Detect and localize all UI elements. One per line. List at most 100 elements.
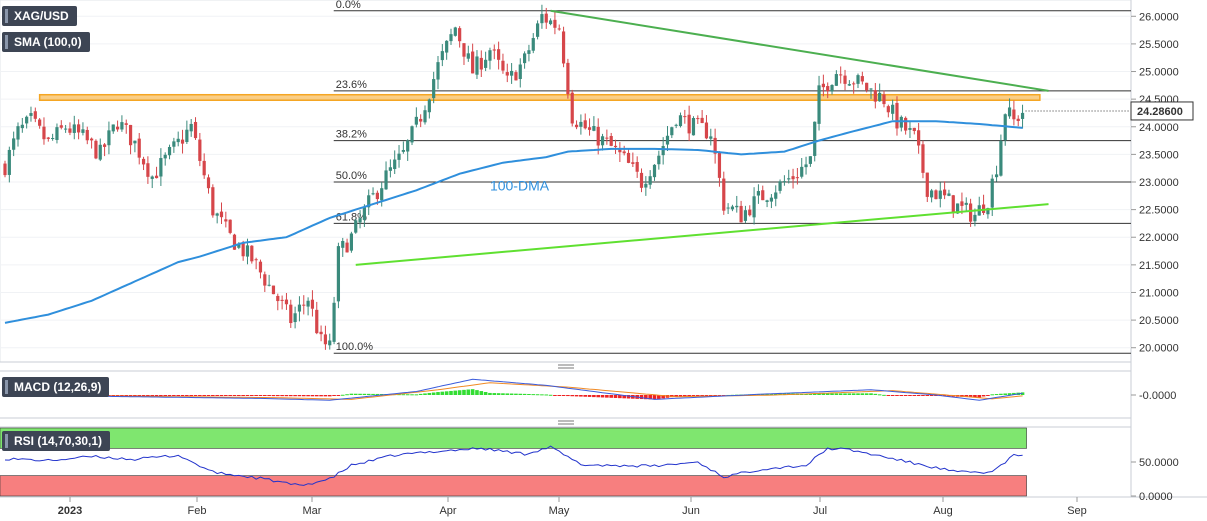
macd-histogram-bar bbox=[977, 395, 982, 398]
candle-down bbox=[886, 106, 890, 113]
sma-tag[interactable]: SMA (100,0) bbox=[2, 32, 90, 52]
candle-down bbox=[566, 62, 570, 95]
macd-histogram-bar bbox=[921, 395, 925, 396]
macd-histogram-bar bbox=[462, 389, 466, 395]
sma-line-group: 100-DMA bbox=[4, 120, 1023, 324]
macd-histogram-bar bbox=[544, 394, 549, 396]
candle-down bbox=[250, 245, 254, 262]
macd-histogram-bar bbox=[250, 395, 254, 396]
candle-down bbox=[284, 299, 289, 305]
candle-up bbox=[678, 115, 683, 127]
candle-up bbox=[523, 53, 527, 64]
fib-level-label: 38.2% bbox=[336, 129, 367, 141]
macd-histogram-bar bbox=[245, 395, 250, 396]
macd-histogram-bar bbox=[916, 395, 921, 396]
rsi-oversold-zone bbox=[0, 475, 1027, 497]
price-tick-label: 23.0000 bbox=[1139, 177, 1179, 189]
candle-down bbox=[921, 144, 925, 173]
candle-down bbox=[137, 138, 141, 158]
macd-histogram-bar bbox=[167, 395, 172, 396]
price-tick-label: 23.5000 bbox=[1139, 149, 1179, 161]
candle-down bbox=[574, 124, 579, 128]
macd-histogram-bar bbox=[336, 395, 341, 396]
macd-histogram-bar bbox=[566, 395, 570, 397]
macd-histogram-bar bbox=[973, 395, 977, 398]
candle-down bbox=[860, 76, 864, 82]
macd-histogram-bar bbox=[185, 395, 189, 396]
macd-histogram-bar bbox=[834, 393, 839, 395]
macd-histogram-bar bbox=[263, 395, 267, 396]
macd-tag[interactable]: MACD (12,26,9) bbox=[2, 377, 110, 397]
candle-up bbox=[856, 75, 860, 84]
macd-histogram-bar bbox=[674, 395, 678, 397]
macd-histogram-bar bbox=[527, 393, 531, 395]
candle-up bbox=[657, 155, 661, 165]
candle-down bbox=[717, 152, 722, 178]
candle-down bbox=[497, 49, 501, 60]
candle-up bbox=[1020, 112, 1025, 119]
macd-histogram-bar bbox=[561, 395, 566, 396]
macd-histogram-bar bbox=[903, 395, 908, 396]
macd-histogram-bar bbox=[453, 390, 458, 395]
macd-histogram-bar bbox=[583, 395, 588, 397]
symbol-tag[interactable]: XAG/USD bbox=[2, 6, 77, 26]
candle-up bbox=[293, 313, 297, 323]
candle-up bbox=[189, 123, 193, 132]
candle-up bbox=[986, 208, 990, 215]
candle-up bbox=[432, 79, 436, 99]
candle-down bbox=[232, 234, 237, 250]
macd-histogram-bar bbox=[470, 389, 475, 395]
macd-histogram-bar bbox=[271, 395, 276, 397]
fib-level-label: 61.8% bbox=[336, 211, 367, 223]
macd-histogram-bar bbox=[877, 394, 882, 396]
macd-histogram-bar bbox=[981, 395, 986, 397]
macd-histogram-bar bbox=[847, 393, 852, 395]
candle-up bbox=[765, 200, 769, 202]
macd-histogram-bar bbox=[418, 393, 423, 395]
macd-histogram-bar bbox=[319, 395, 323, 397]
main-pane-resizer[interactable] bbox=[558, 364, 574, 369]
macd-tick-label: -0.0000 bbox=[1139, 390, 1176, 402]
candle-up bbox=[670, 127, 674, 136]
macd-histogram-bar bbox=[873, 393, 878, 395]
macd-histogram-bar bbox=[821, 393, 826, 395]
candle-down bbox=[544, 13, 548, 23]
candle-up bbox=[237, 244, 241, 248]
macd-histogram-bar bbox=[934, 395, 938, 396]
candle-down bbox=[981, 204, 986, 213]
candle-down bbox=[618, 149, 622, 153]
macd-histogram-bar bbox=[301, 395, 306, 397]
time-tick-label: Sep bbox=[1067, 505, 1087, 517]
macd-histogram-bar bbox=[929, 395, 934, 396]
candle-down bbox=[639, 172, 644, 188]
macd-histogram-bar bbox=[522, 393, 527, 395]
macd-histogram-bar bbox=[120, 395, 124, 396]
macd-histogram-bar bbox=[574, 395, 579, 397]
macd-pane-resizer[interactable] bbox=[558, 420, 574, 425]
macd-histogram-bar bbox=[851, 393, 856, 395]
candle-up bbox=[150, 176, 154, 179]
macd-histogram-bar bbox=[275, 395, 280, 397]
macd-histogram-bar bbox=[605, 395, 609, 398]
candle-up bbox=[804, 164, 808, 168]
candle-down bbox=[458, 28, 462, 42]
macd-histogram-bar bbox=[496, 393, 501, 395]
candle-up bbox=[371, 193, 375, 195]
price-tick-label: 24.0000 bbox=[1139, 122, 1179, 134]
candle-down bbox=[263, 274, 267, 286]
candle-up bbox=[782, 181, 786, 183]
macd-histogram-bar bbox=[349, 393, 354, 395]
time-tick-label: Apr bbox=[439, 505, 456, 517]
candle-down bbox=[826, 86, 830, 92]
macd-histogram-bar bbox=[232, 395, 237, 396]
candle-down bbox=[68, 128, 72, 133]
candle-up bbox=[388, 167, 392, 171]
price-tick-label: 22.5000 bbox=[1139, 205, 1179, 217]
macd-histogram-bar bbox=[180, 395, 185, 396]
candle-down bbox=[934, 190, 938, 200]
candle-up bbox=[938, 190, 942, 199]
macd-histogram-bar bbox=[613, 395, 618, 398]
macd-histogram-bar bbox=[284, 395, 289, 397]
rsi-tag[interactable]: RSI (14,70,30,1) bbox=[2, 431, 111, 451]
candle-up bbox=[380, 188, 384, 201]
